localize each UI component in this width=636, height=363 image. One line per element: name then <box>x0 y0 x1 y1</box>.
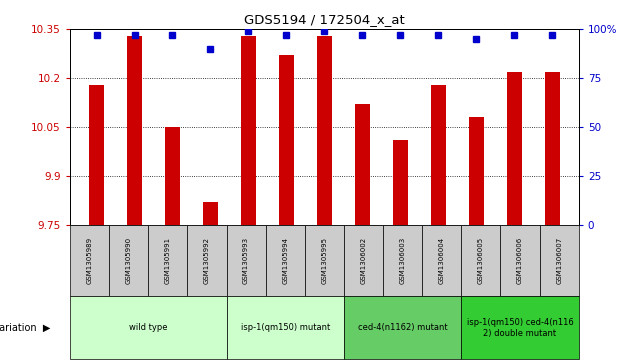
Text: GSM1306004: GSM1306004 <box>439 237 445 284</box>
Bar <box>127 36 142 225</box>
Text: GSM1306005: GSM1306005 <box>478 237 484 284</box>
Bar <box>226 296 344 359</box>
Text: wild type: wild type <box>129 323 167 332</box>
Bar <box>431 85 446 225</box>
Title: GDS5194 / 172504_x_at: GDS5194 / 172504_x_at <box>244 13 404 26</box>
Bar <box>226 225 266 296</box>
Text: GSM1305993: GSM1305993 <box>243 237 249 284</box>
Bar <box>469 117 484 225</box>
Bar <box>165 127 180 225</box>
Text: GSM1305994: GSM1305994 <box>282 237 288 284</box>
Bar <box>279 55 294 225</box>
Bar <box>305 225 344 296</box>
Text: isp-1(qm150) mutant: isp-1(qm150) mutant <box>240 323 330 332</box>
Text: ced-4(n1162) mutant: ced-4(n1162) mutant <box>358 323 448 332</box>
Text: GSM1306007: GSM1306007 <box>556 237 562 284</box>
Text: GSM1306006: GSM1306006 <box>517 237 523 284</box>
Bar <box>70 225 109 296</box>
Text: GSM1305990: GSM1305990 <box>126 237 132 284</box>
Bar <box>344 296 461 359</box>
Bar <box>461 225 501 296</box>
Text: GSM1306002: GSM1306002 <box>361 237 366 284</box>
Bar <box>317 36 332 225</box>
Bar <box>344 225 383 296</box>
Text: genotype/variation  ▶: genotype/variation ▶ <box>0 323 50 333</box>
Bar <box>507 72 522 225</box>
Bar <box>148 225 188 296</box>
Bar <box>89 85 104 225</box>
Bar <box>355 104 370 225</box>
Text: GSM1306003: GSM1306003 <box>399 237 406 284</box>
Text: isp-1(qm150) ced-4(n116
2) double mutant: isp-1(qm150) ced-4(n116 2) double mutant <box>467 318 574 338</box>
Bar <box>70 296 226 359</box>
Bar <box>109 225 148 296</box>
Bar <box>241 36 256 225</box>
Bar <box>461 296 579 359</box>
Bar <box>422 225 461 296</box>
Bar <box>539 225 579 296</box>
Bar <box>383 225 422 296</box>
Bar <box>188 225 226 296</box>
Bar <box>544 72 560 225</box>
Text: GSM1305991: GSM1305991 <box>165 237 171 284</box>
Text: GSM1305989: GSM1305989 <box>86 237 92 284</box>
Bar <box>266 225 305 296</box>
Bar <box>392 140 408 225</box>
Bar <box>203 202 218 225</box>
Text: GSM1305992: GSM1305992 <box>204 237 210 284</box>
Text: GSM1305995: GSM1305995 <box>321 237 328 284</box>
Bar <box>501 225 539 296</box>
